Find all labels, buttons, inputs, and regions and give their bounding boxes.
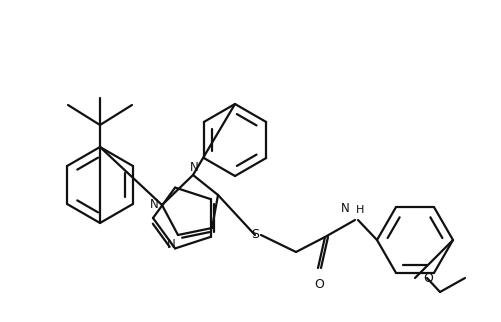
Text: S: S [250, 229, 259, 242]
Text: O: O [314, 278, 323, 291]
Text: N: N [167, 238, 176, 251]
Text: N: N [150, 198, 159, 212]
Text: N: N [341, 202, 349, 215]
Text: O: O [422, 271, 432, 285]
Text: N: N [189, 161, 198, 174]
Text: H: H [355, 205, 364, 215]
